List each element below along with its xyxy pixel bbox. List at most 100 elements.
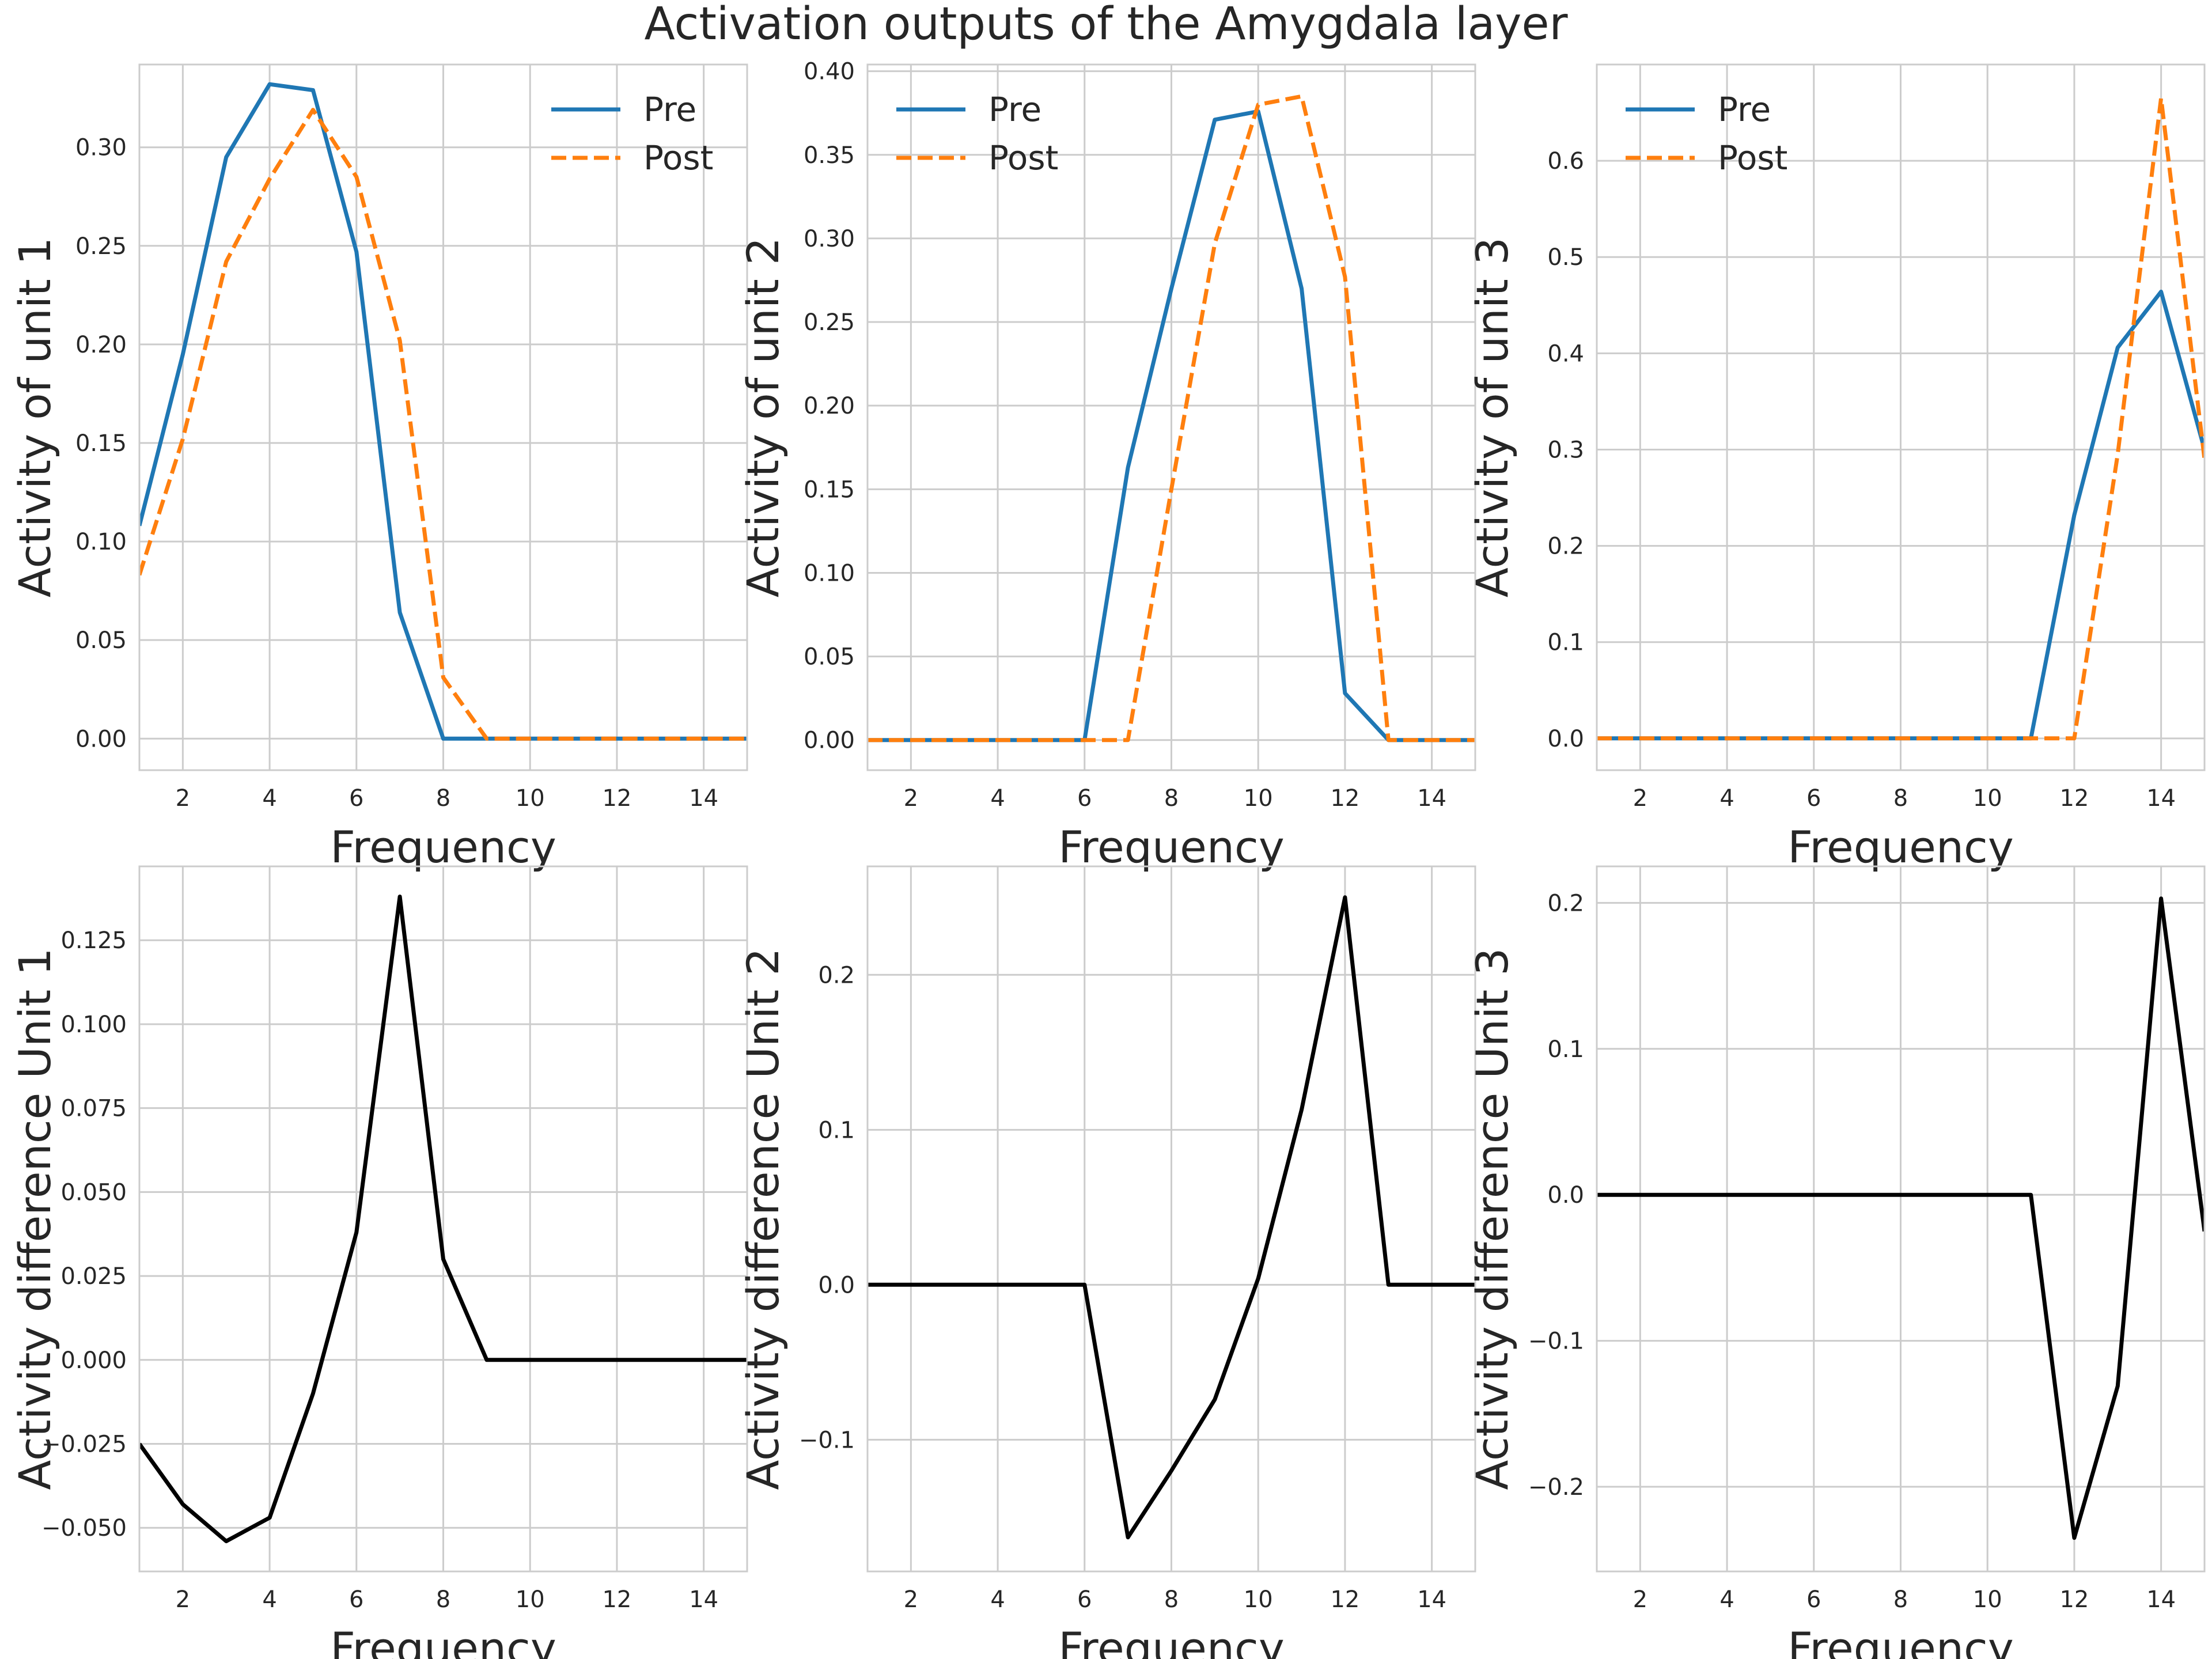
plot-frame (138, 865, 748, 1573)
legend-label: Post (988, 138, 1058, 177)
x-tick-label: 4 (1719, 1586, 1734, 1613)
y-tick-label: 0.15 (804, 476, 855, 503)
x-tick-label: 4 (990, 785, 1005, 812)
y-tick-label: 0.1 (1547, 1036, 1584, 1063)
y-tick-label: 0.3 (1547, 437, 1584, 463)
x-tick-label: 2 (1633, 1586, 1647, 1613)
y-tick-labels: −0.050 −0.025 0.000 0.025 0.050 0.075 0.100 0.1… (41, 927, 127, 1541)
y-tick-label: 0.1 (1547, 630, 1584, 656)
y-tick-label: 0.20 (75, 332, 127, 358)
chart-panel-3: 2 4 6 8 10 12 14 0.0 0.1 0.2 0.3 0.4 0.5 0.6 Frequency… (1467, 63, 2206, 873)
x-axis-label: Frequency (1058, 1623, 1285, 1659)
x-tick-label: 6 (349, 785, 363, 812)
y-tick-label: −0.1 (799, 1427, 855, 1453)
x-tick-label: 2 (904, 1586, 918, 1613)
plot-frame (866, 63, 1476, 771)
y-tick-label: 0.4 (1547, 340, 1584, 367)
x-tick-label: 4 (990, 1586, 1005, 1613)
x-tick-label: 12 (1330, 785, 1359, 812)
y-tick-labels: 0.0 0.1 0.2 0.3 0.4 0.5 0.6 (1547, 148, 1584, 752)
series-line-post (868, 94, 1475, 743)
y-tick-label: 0.10 (75, 529, 127, 555)
x-tick-labels: 2 4 6 8 10 12 14 (1633, 1586, 2176, 1613)
plot-frame (866, 865, 1476, 1573)
series-line-difference (139, 895, 747, 1543)
y-tick-label: 0.050 (60, 1179, 127, 1206)
legend-label: Pre (1718, 90, 1771, 129)
series-group (1597, 96, 2205, 741)
y-tick-label: 0.00 (804, 728, 855, 754)
x-tick-label: 10 (1973, 785, 2002, 812)
x-tick-label: 8 (436, 785, 450, 812)
plot-frame (1596, 63, 2206, 771)
y-tick-label: 0.0 (818, 1272, 855, 1298)
series-group (139, 82, 747, 741)
x-tick-label: 4 (1719, 785, 1734, 812)
x-tick-label: 10 (1973, 1586, 2002, 1613)
y-tick-label: 0.00 (75, 726, 127, 752)
series-group (1597, 896, 2205, 1540)
series-line-difference (1597, 896, 2205, 1540)
y-tick-label: 0.35 (804, 142, 855, 169)
y-tick-label: 0.25 (75, 233, 127, 260)
x-tick-label: 12 (1330, 1586, 1359, 1613)
y-tick-label: 0.075 (60, 1096, 127, 1122)
x-tick-label: 6 (1077, 1586, 1092, 1613)
y-tick-label: 0.15 (75, 430, 127, 457)
x-tick-label: 2 (176, 1586, 190, 1613)
x-tick-label: 12 (2059, 785, 2089, 812)
legend-label: Post (1718, 138, 1787, 177)
y-tick-label: 0.125 (60, 927, 127, 954)
series-line-post (139, 108, 747, 741)
x-tick-labels: 2 4 6 8 10 12 14 (904, 1586, 1446, 1613)
y-tick-label: 0.6 (1547, 148, 1584, 175)
x-axis-label: Frequency (1787, 1623, 2014, 1659)
grid (868, 866, 1475, 1571)
x-tick-label: 4 (262, 1586, 276, 1613)
x-tick-label: 8 (1893, 1586, 1908, 1613)
x-tick-label: 10 (516, 785, 545, 812)
figure-title: Activation outputs of the Amygdala layer (644, 0, 1568, 50)
x-tick-labels: 2 4 6 8 10 12 14 (1633, 785, 2176, 812)
grid (139, 65, 747, 770)
y-tick-label: 0.40 (804, 59, 855, 85)
grid (139, 866, 747, 1571)
y-tick-label: 0.2 (1547, 533, 1584, 560)
x-tick-labels: 2 4 6 8 10 12 14 (176, 1586, 718, 1613)
legend-label: Pre (643, 90, 696, 129)
y-tick-label: 0.100 (60, 1012, 127, 1038)
y-tick-label: 0.05 (804, 644, 855, 671)
x-tick-labels: 2 4 6 8 10 12 14 (176, 785, 718, 812)
x-tick-label: 8 (436, 1586, 450, 1613)
y-tick-label: 0.20 (804, 393, 855, 419)
y-tick-labels: −0.2 −0.1 0.0 0.1 0.2 (1528, 890, 1584, 1501)
legend: Pre Post (551, 90, 713, 177)
chart-panel-6: 2 4 6 8 10 12 14 −0.2 −0.1 0.0 0.1 0.2 Frequency Acti… (1467, 865, 2206, 1659)
x-tick-label: 12 (2059, 1586, 2089, 1613)
y-tick-labels: 0.00 0.05 0.10 0.15 0.20 0.25 0.30 (75, 135, 127, 753)
y-tick-label: 0.0 (1547, 1182, 1584, 1209)
y-tick-label: −0.1 (1528, 1328, 1584, 1355)
y-axis-label: Activity of unit 3 (1467, 237, 1518, 598)
y-tick-label: 0.30 (75, 135, 127, 161)
y-tick-label: −0.025 (41, 1431, 127, 1458)
y-tick-label: 0.2 (818, 962, 855, 988)
y-tick-labels: 0.00 0.05 0.10 0.15 0.20 0.25 0.30 0.35 0.40 (804, 59, 855, 754)
x-tick-label: 10 (516, 1586, 545, 1613)
x-tick-label: 14 (1417, 785, 1446, 812)
legend: Pre Post (1626, 90, 1787, 177)
x-tick-label: 14 (689, 1586, 718, 1613)
x-axis-label: Frequency (330, 1623, 556, 1659)
grid (1597, 65, 2205, 770)
series-group (139, 895, 747, 1543)
x-tick-label: 2 (904, 785, 918, 812)
legend: Pre Post (896, 90, 1058, 177)
x-tick-label: 6 (1806, 1586, 1821, 1613)
y-axis-label: Activity of unit 1 (9, 237, 60, 598)
x-tick-label: 10 (1244, 1586, 1273, 1613)
x-tick-label: 2 (176, 785, 190, 812)
chart-panel-2: 2 4 6 8 10 12 140.000.050.100.150.200.250.300.… (737, 59, 1476, 873)
plot-frame (138, 63, 748, 771)
plot-frame (1596, 865, 2206, 1573)
